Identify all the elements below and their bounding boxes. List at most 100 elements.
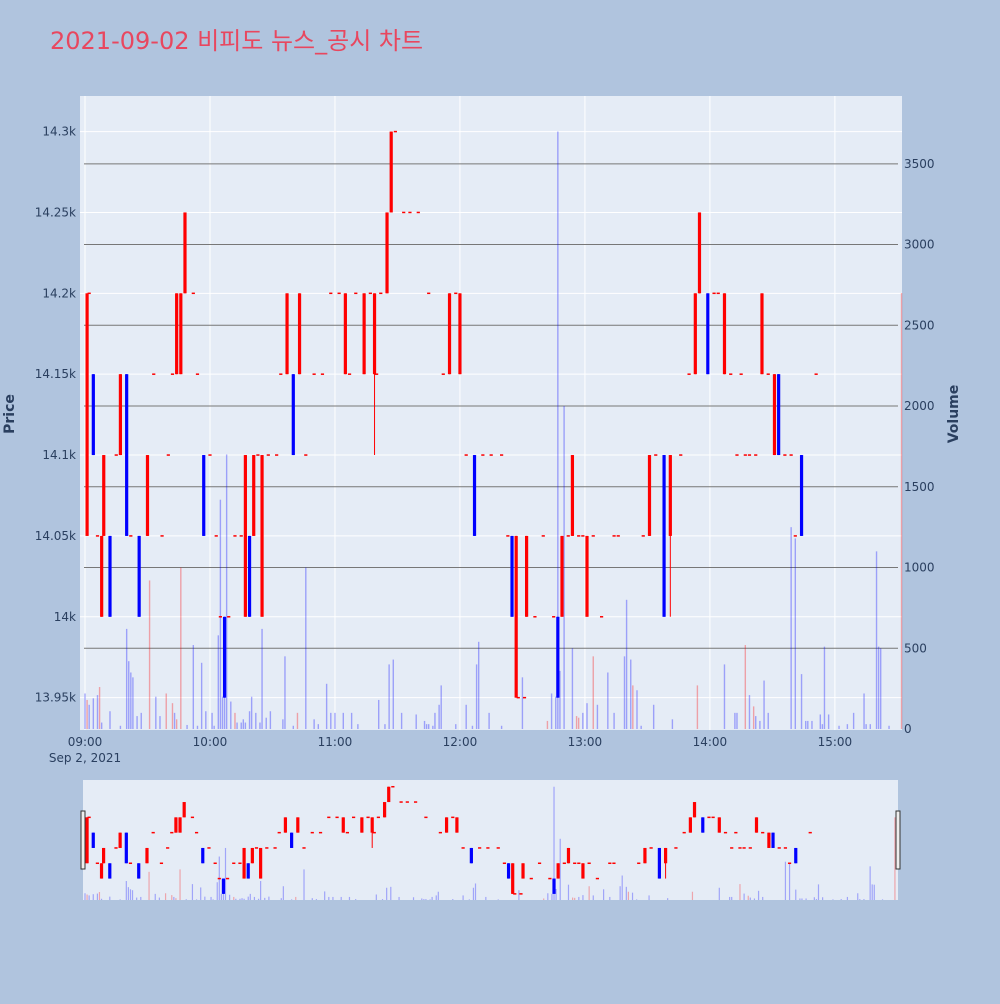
candle bbox=[777, 374, 781, 456]
slider-volume-bar bbox=[109, 896, 111, 900]
candle bbox=[125, 374, 129, 536]
volume-bar bbox=[434, 712, 436, 729]
candle bbox=[252, 455, 256, 536]
slider-candle bbox=[455, 817, 459, 833]
slider-candle bbox=[478, 847, 482, 849]
slider-candle bbox=[742, 847, 746, 849]
slider-candle bbox=[688, 817, 692, 833]
candle bbox=[343, 293, 347, 375]
volume-bar bbox=[219, 499, 222, 729]
volume-bar bbox=[255, 712, 257, 729]
slider-volume-bar bbox=[264, 897, 266, 900]
range-slider-left-handle[interactable] bbox=[80, 810, 86, 870]
slider-volume-bar bbox=[191, 884, 194, 900]
volume-bar bbox=[384, 724, 386, 729]
candle bbox=[416, 211, 420, 214]
range-slider-preview bbox=[84, 785, 896, 900]
volume-bar bbox=[575, 716, 578, 729]
y-tick-label-price: 14.25k bbox=[35, 205, 76, 219]
range-slider-right-handle[interactable] bbox=[895, 810, 901, 870]
slider-volume-bar bbox=[799, 898, 801, 900]
slider-candle bbox=[701, 817, 705, 833]
candle bbox=[202, 455, 206, 536]
candle bbox=[712, 292, 716, 295]
volume-bar bbox=[423, 720, 426, 729]
slider-candle bbox=[207, 847, 211, 849]
candle bbox=[375, 373, 379, 375]
slider-candle bbox=[717, 817, 721, 833]
candle bbox=[347, 373, 352, 375]
candle bbox=[743, 454, 747, 456]
slider-volume-bar bbox=[485, 896, 487, 900]
slider-volume-bar bbox=[247, 896, 249, 900]
volume-series bbox=[84, 131, 903, 729]
candle bbox=[233, 535, 237, 537]
slider-candle bbox=[663, 847, 668, 864]
candle bbox=[260, 455, 264, 617]
candle bbox=[175, 293, 179, 375]
volume-bar bbox=[223, 680, 226, 729]
volume-bar bbox=[265, 717, 267, 729]
y-tick-label-price: 14.05k bbox=[35, 529, 76, 543]
slider-candle bbox=[360, 817, 364, 833]
volume-bar bbox=[586, 703, 588, 729]
slider-candle bbox=[118, 832, 122, 848]
slider-candle bbox=[761, 831, 765, 834]
candle bbox=[616, 535, 620, 537]
slider-volume-bar bbox=[869, 866, 871, 900]
slider-volume-bar bbox=[220, 893, 222, 900]
volume-bar bbox=[388, 664, 390, 729]
slider-volume-bar bbox=[592, 895, 594, 900]
volume-bar bbox=[86, 699, 88, 729]
candle bbox=[408, 211, 412, 214]
candle bbox=[218, 616, 222, 618]
candle bbox=[427, 292, 431, 295]
candle bbox=[783, 454, 787, 456]
volume-bar bbox=[155, 696, 157, 729]
slider-volume-bar bbox=[195, 899, 198, 900]
slider-candle bbox=[674, 847, 678, 849]
slider-volume-bar bbox=[718, 887, 720, 900]
slider-candle bbox=[486, 847, 490, 849]
volume-bar bbox=[165, 693, 167, 729]
y-tick-label-price: 14k bbox=[54, 610, 76, 624]
slider-candle bbox=[108, 863, 112, 879]
slider-volume-bar bbox=[731, 896, 733, 900]
slider-candle bbox=[91, 832, 95, 848]
slider-volume-bar bbox=[204, 896, 206, 900]
volume-bar bbox=[455, 724, 457, 729]
volume-bar bbox=[109, 711, 111, 729]
slider-candle bbox=[399, 801, 403, 803]
volume-bar bbox=[88, 704, 90, 729]
candle bbox=[170, 373, 175, 375]
candle bbox=[729, 373, 733, 375]
range-slider[interactable] bbox=[83, 780, 898, 900]
main-plot-area[interactable] bbox=[80, 96, 902, 730]
slider-volume-bar bbox=[375, 894, 377, 900]
candle bbox=[183, 212, 187, 294]
slider-volume-bar bbox=[894, 817, 896, 900]
x-tick-label: 11:00 bbox=[318, 735, 353, 749]
volume-bar bbox=[140, 712, 142, 729]
volume-bar bbox=[613, 712, 615, 729]
slider-volume-bar bbox=[846, 896, 849, 900]
slider-volume-bar bbox=[588, 886, 590, 900]
slider-candle bbox=[283, 817, 288, 833]
candle bbox=[312, 373, 316, 375]
volume-bar bbox=[240, 722, 242, 729]
slider-candle bbox=[166, 847, 170, 849]
slider-volume-bar bbox=[229, 894, 231, 900]
volume-bar bbox=[242, 719, 245, 729]
price-series bbox=[85, 130, 818, 699]
slider-volume-bar bbox=[303, 869, 305, 900]
slider-candle bbox=[637, 862, 641, 865]
slider-volume-bar bbox=[235, 898, 237, 900]
candle bbox=[693, 293, 697, 375]
slider-volume-bar bbox=[260, 881, 262, 900]
slider-candle bbox=[767, 832, 771, 848]
volume-bar bbox=[392, 659, 394, 729]
y-tick-label-volume: 3500 bbox=[904, 157, 935, 171]
slider-volume-bar bbox=[280, 898, 282, 900]
